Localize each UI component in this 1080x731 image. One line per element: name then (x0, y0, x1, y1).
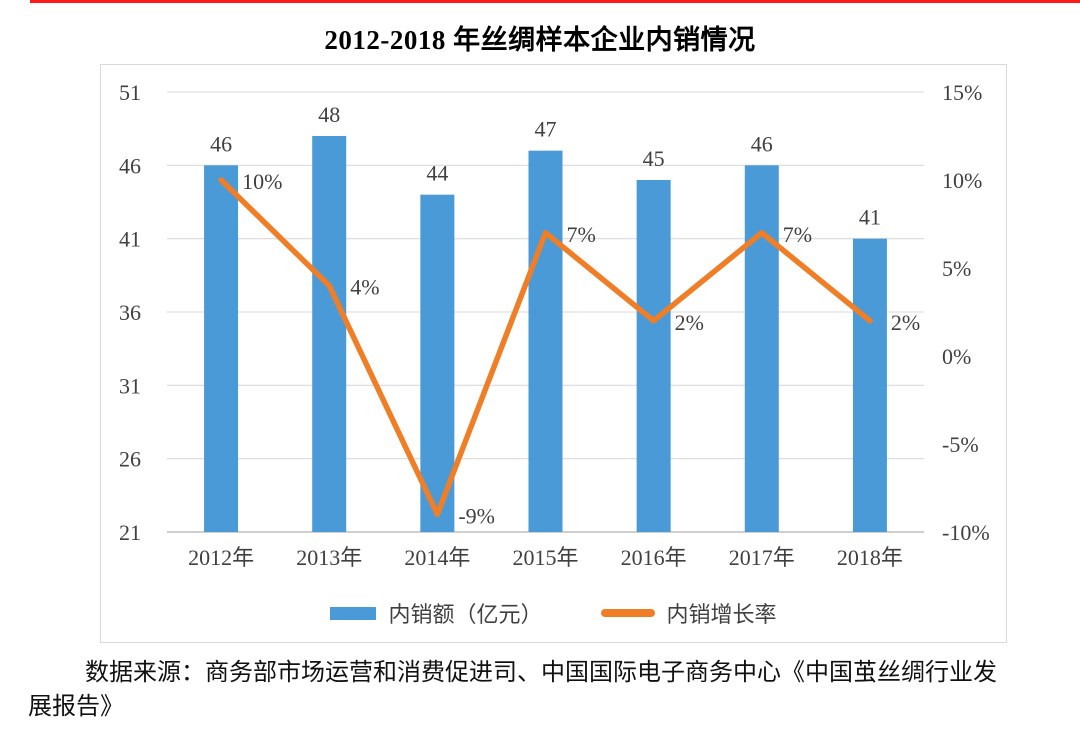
line-series-swatch (600, 609, 655, 617)
chart-title: 2012-2018 年丝绸样本企业内销情况 (324, 25, 756, 55)
y2-axis-tick-label: -5% (942, 432, 979, 457)
y2-axis-tick-label: -10% (942, 520, 990, 545)
bar (744, 165, 779, 532)
chart-area: 51 46 41 36 31 26 21 15% 10% 5% 0% -5% -10% 2012年 2013… (100, 64, 1007, 643)
y-axis-tick-label: 31 (119, 373, 141, 398)
bar-value-label: 41 (859, 205, 881, 230)
legend-item-domestic-sales: 内销额（亿元） (330, 597, 543, 629)
bar (636, 180, 671, 532)
y2-axis-tick-label: 5% (942, 256, 971, 281)
legend-item-growth-rate: 内销增长率 (600, 597, 777, 629)
x-axis-tick-label: 2017年 (729, 545, 795, 570)
y2-axis-tick-label: 10% (942, 168, 982, 193)
legend-label-domestic-sales: 内销额（亿元） (388, 602, 543, 627)
bar-value-label: 44 (426, 161, 448, 186)
x-axis-tick-label: 2013年 (296, 545, 362, 570)
bar (528, 150, 563, 532)
bar-series-swatch (330, 606, 377, 620)
bar-value-label: 48 (318, 102, 340, 127)
bar-value-label: 46 (210, 131, 232, 156)
bar (852, 238, 887, 532)
y-axis-tick-label: 21 (119, 520, 141, 545)
y-axis-tick-label: 26 (119, 447, 141, 472)
line-point-label: 10% (242, 169, 282, 194)
x-axis-tick-label: 2012年 (188, 545, 254, 570)
line-point-label: 4% (350, 275, 379, 300)
x-axis-tick-label: 2015年 (512, 545, 578, 570)
y-axis-tick-label: 41 (119, 227, 141, 252)
combo-chart-canvas: 51 46 41 36 31 26 21 15% 10% 5% 0% -5% -10% 2012年 2013… (119, 80, 990, 570)
chart-legend: 内销额（亿元） 内销增长率 (101, 599, 1006, 627)
x-axis-tick-label: 2016年 (621, 545, 687, 570)
x-axis-tick-label: 2014年 (404, 545, 470, 570)
bar-value-label: 45 (643, 146, 665, 171)
y2-axis-tick-label: 0% (942, 344, 971, 369)
bar (420, 194, 455, 532)
bar-value-label: 46 (751, 131, 773, 156)
legend-label-growth-rate: 内销增长率 (666, 602, 777, 627)
bar (312, 136, 347, 532)
growth-rate-line (218, 177, 873, 518)
x-axis-tick-label: 2018年 (837, 545, 903, 570)
y-axis-tick-label: 51 (119, 80, 141, 105)
line-point-label: -9% (458, 503, 495, 528)
line-point-label: 7% (567, 222, 596, 247)
data-source-note: 数据来源：商务部市场运营和消费促进司、中国国际电子商务中心《中国茧丝绸行业发展报… (28, 660, 997, 720)
line-point-label: 2% (675, 310, 704, 335)
y-axis-tick-label: 36 (119, 300, 141, 325)
red-top-rule (30, 0, 1080, 3)
y-axis-tick-label: 46 (119, 153, 141, 178)
line-point-label: 2% (891, 310, 920, 335)
y2-axis-tick-label: 15% (942, 80, 982, 105)
bar (204, 165, 239, 532)
bar-value-label: 47 (535, 117, 557, 142)
line-point-label: 7% (783, 222, 812, 247)
